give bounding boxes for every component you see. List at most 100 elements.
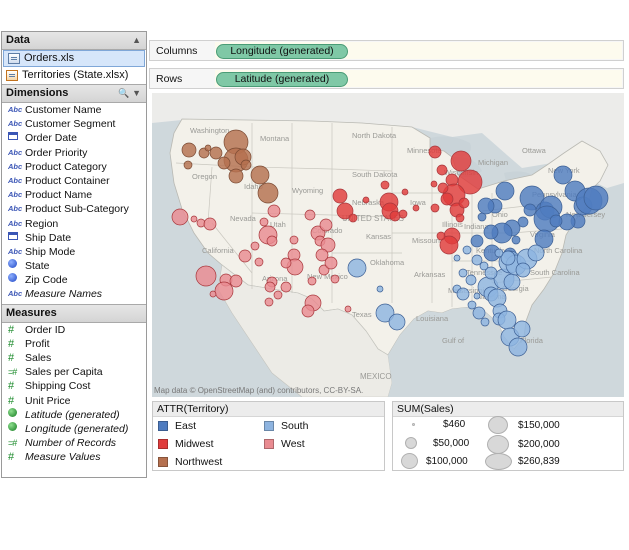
- map-bubble-east[interactable]: [483, 224, 499, 240]
- map-bubble-west[interactable]: [344, 305, 352, 313]
- map-bubble-west[interactable]: [273, 290, 283, 300]
- longitude-pill[interactable]: Longitude (generated): [216, 44, 348, 59]
- field-measure[interactable]: # Profit: [2, 337, 146, 351]
- map-bubble-west[interactable]: [190, 215, 198, 223]
- field-measure[interactable]: # Unit Price: [2, 394, 146, 408]
- datasource-orders[interactable]: Orders.xls: [3, 50, 145, 67]
- map-bubble-midwest[interactable]: [458, 197, 470, 209]
- map-bubble-midwest[interactable]: [437, 182, 449, 194]
- field-dimension[interactable]: Ship Date: [2, 231, 146, 245]
- map-bubble-west[interactable]: [250, 241, 260, 251]
- map-bubble-northwest[interactable]: [183, 160, 193, 170]
- map-bubble-south[interactable]: [347, 258, 367, 278]
- map-bubble-south[interactable]: [480, 317, 490, 327]
- map-bubble-south[interactable]: [467, 300, 477, 310]
- map-bubble-east[interactable]: [523, 203, 537, 217]
- map-bubble-east[interactable]: [549, 214, 563, 228]
- map-bubble-west[interactable]: [280, 257, 292, 269]
- field-dimension[interactable]: Abc Product Sub-Category: [2, 202, 146, 216]
- map-bubble-east[interactable]: [477, 197, 495, 215]
- map-bubble-midwest[interactable]: [401, 188, 409, 196]
- field-dimension[interactable]: Abc Ship Mode: [2, 245, 146, 259]
- map-bubble-midwest[interactable]: [457, 169, 483, 195]
- legend-item-midwest[interactable]: Midwest: [158, 438, 214, 450]
- latitude-pill[interactable]: Latitude (generated): [216, 72, 348, 87]
- field-dimension[interactable]: Abc Product Name: [2, 188, 146, 202]
- columns-shelf[interactable]: Columns Longitude (generated): [149, 40, 624, 61]
- field-measure[interactable]: # Measure Values: [2, 450, 146, 464]
- field-measure[interactable]: # Shipping Cost: [2, 379, 146, 393]
- map-bubble-west[interactable]: [203, 217, 217, 231]
- legend-item-west[interactable]: West: [264, 438, 305, 450]
- map-bubble-east[interactable]: [495, 181, 515, 201]
- map-bubble-northwest[interactable]: [257, 182, 279, 204]
- map-bubble-east[interactable]: [553, 165, 573, 185]
- map-bubble-midwest[interactable]: [450, 150, 472, 172]
- map-bubble-northwest[interactable]: [204, 144, 212, 152]
- field-dimension[interactable]: Abc Product Category: [2, 160, 146, 174]
- map-bubble-west[interactable]: [319, 218, 333, 232]
- map-bubble-midwest[interactable]: [412, 204, 420, 212]
- map-bubble-south[interactable]: [471, 254, 483, 266]
- map-bubble-west[interactable]: [324, 256, 338, 270]
- field-measure[interactable]: Latitude (generated): [2, 407, 146, 422]
- map-bubble-south[interactable]: [500, 250, 516, 266]
- map-bubble-west[interactable]: [264, 297, 274, 307]
- map-bubble-west[interactable]: [259, 217, 269, 227]
- map-bubble-northwest[interactable]: [228, 168, 244, 184]
- map-bubble-northwest[interactable]: [240, 159, 252, 171]
- map-bubble-west[interactable]: [209, 290, 217, 298]
- map-bubble-west[interactable]: [304, 209, 316, 221]
- map-bubble-south[interactable]: [456, 287, 470, 301]
- map-bubble-south[interactable]: [458, 268, 468, 278]
- map-bubble-south[interactable]: [472, 306, 486, 320]
- map-bubble-west[interactable]: [301, 304, 315, 318]
- map-bubble-south[interactable]: [479, 261, 489, 271]
- map-bubble-east[interactable]: [470, 234, 484, 248]
- map-bubble-west[interactable]: [267, 204, 281, 218]
- search-dropdown-icon[interactable]: 🔍 ▼: [118, 88, 141, 98]
- field-measure[interactable]: Longitude (generated): [2, 421, 146, 436]
- map-bubble-west[interactable]: [254, 257, 264, 267]
- map-bubble-midwest[interactable]: [439, 235, 459, 255]
- map-bubble-northwest[interactable]: [217, 156, 231, 170]
- map-view[interactable]: Washington Montana North Dakota Minnesota Or…: [152, 93, 624, 397]
- map-bubble-midwest[interactable]: [428, 145, 442, 159]
- map-bubble-east[interactable]: [517, 216, 529, 228]
- map-bubble-midwest[interactable]: [436, 231, 446, 241]
- sort-arrows-icon[interactable]: ▲: [132, 35, 141, 45]
- field-measure[interactable]: # Sales: [2, 351, 146, 365]
- map-bubble-south[interactable]: [513, 320, 531, 338]
- field-dimension[interactable]: Abc Customer Name: [2, 103, 146, 117]
- map-bubble-east[interactable]: [583, 185, 609, 211]
- map-bubble-south[interactable]: [462, 245, 472, 255]
- map-bubble-south[interactable]: [515, 262, 531, 278]
- map-bubble-west[interactable]: [280, 281, 292, 293]
- map-bubble-midwest[interactable]: [398, 209, 408, 219]
- map-bubble-south[interactable]: [376, 285, 384, 293]
- map-bubble-south[interactable]: [473, 292, 481, 300]
- field-dimension[interactable]: Zip Code: [2, 273, 146, 287]
- map-bubble-south[interactable]: [484, 266, 498, 280]
- map-bubble-south[interactable]: [453, 254, 461, 262]
- field-dimension[interactable]: Abc Measure Names: [2, 287, 146, 301]
- map-bubble-west[interactable]: [195, 265, 217, 287]
- map-bubble-west[interactable]: [289, 235, 299, 245]
- map-bubble-east[interactable]: [534, 229, 554, 249]
- map-bubble-northwest[interactable]: [250, 165, 270, 185]
- map-canvas[interactable]: Washington Montana North Dakota Minnesota Or…: [152, 93, 624, 397]
- map-bubble-midwest[interactable]: [430, 180, 438, 188]
- map-bubble-midwest[interactable]: [348, 213, 358, 223]
- map-bubble-west[interactable]: [264, 281, 276, 293]
- map-bubble-south[interactable]: [465, 274, 477, 286]
- map-bubble-south[interactable]: [497, 310, 517, 330]
- map-bubble-west[interactable]: [266, 235, 278, 247]
- map-bubble-northwest[interactable]: [181, 142, 197, 158]
- map-bubble-south[interactable]: [494, 248, 504, 258]
- map-bubble-east[interactable]: [511, 235, 521, 245]
- rows-shelf[interactable]: Rows Latitude (generated): [149, 68, 624, 89]
- map-bubble-south[interactable]: [388, 313, 406, 331]
- map-bubble-east[interactable]: [477, 212, 487, 222]
- map-bubble-west[interactable]: [320, 237, 336, 253]
- map-bubble-south[interactable]: [503, 273, 521, 291]
